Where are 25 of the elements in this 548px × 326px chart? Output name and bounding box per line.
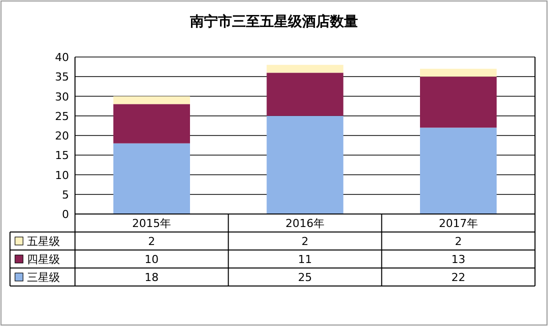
x-tick-label: 2017年 (438, 217, 478, 230)
y-tick-label: 40 (55, 51, 69, 64)
y-tick-label: 35 (55, 70, 69, 84)
data-label: 13 (451, 253, 466, 266)
y-tick-label: 10 (55, 168, 69, 182)
y-tick-label: 20 (55, 130, 69, 142)
legend-label: 五星级 (27, 235, 60, 248)
y-tick-label: 5 (62, 188, 69, 202)
chart-title: 南宁市三至五星级酒店数量 (189, 13, 358, 30)
x-tick-label: 2016年 (286, 217, 324, 230)
y-tick-label: 0 (62, 208, 69, 221)
data-label: 11 (298, 253, 312, 266)
data-label: 2 (148, 235, 156, 248)
data-label: 18 (144, 271, 159, 284)
data-label: 2 (302, 235, 308, 248)
data-label: 10 (144, 253, 159, 266)
y-tick-label: 30 (55, 90, 69, 104)
data-label: 22 (451, 271, 466, 284)
legend-label: 三星级 (27, 271, 60, 284)
x-tick-label: 2015年 (132, 217, 172, 230)
data-label: 2 (454, 235, 462, 248)
y-tick-label: 15 (55, 149, 69, 162)
y-tick-label: 25 (55, 110, 69, 123)
legend-label: 四星级 (27, 253, 60, 266)
data-label: 25 (298, 271, 312, 284)
